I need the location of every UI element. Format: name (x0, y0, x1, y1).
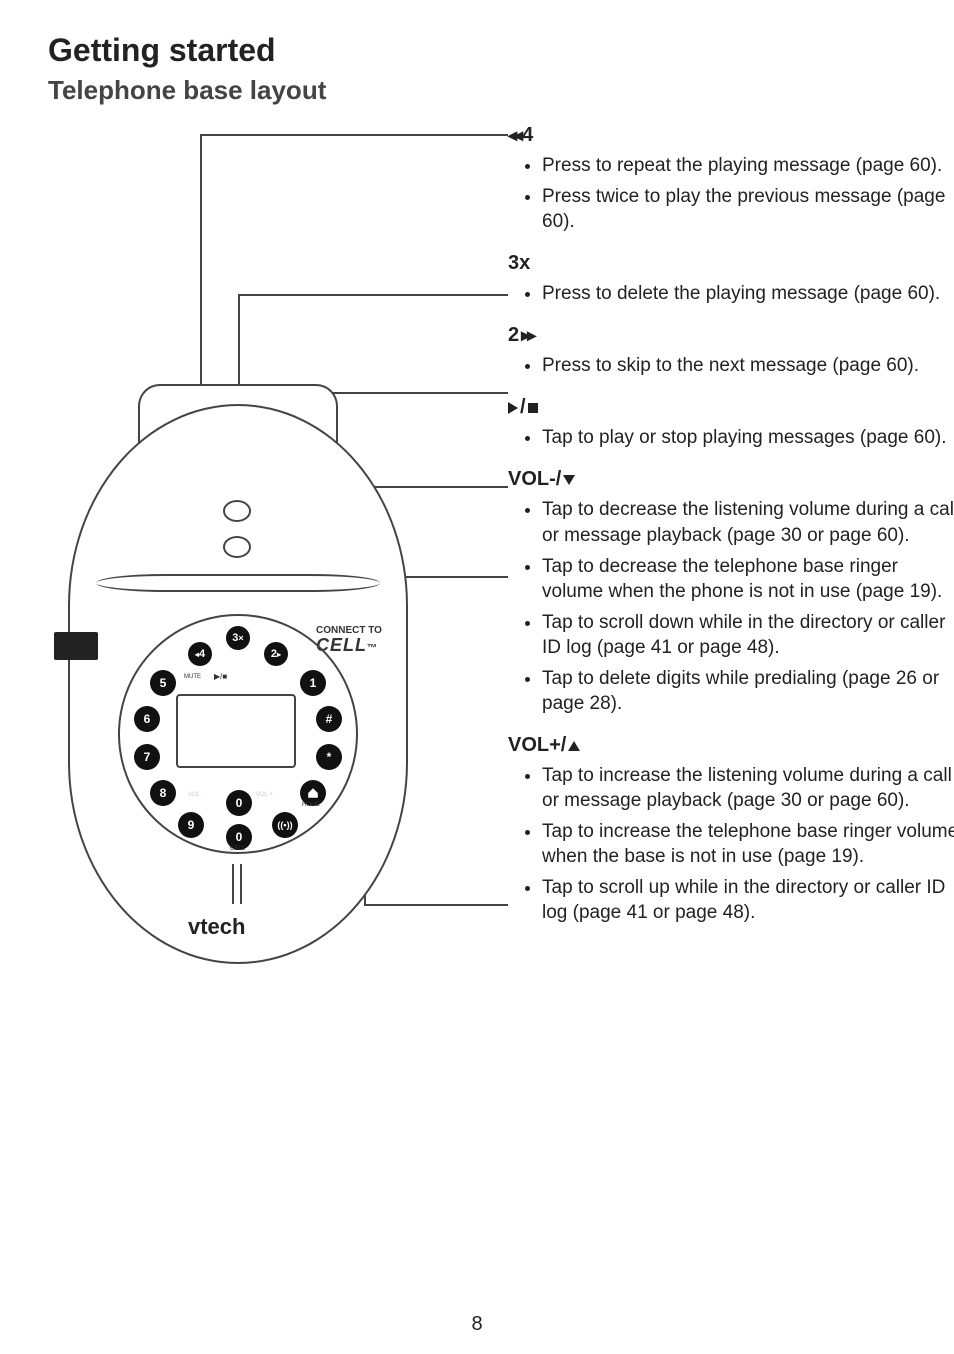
key-star: * (316, 744, 342, 770)
callout-skip: 2▸▸ Press to skip to the next message (p… (508, 324, 954, 378)
callout-label: / (508, 396, 954, 419)
callout-list: Tap to decrease the listening volume dur… (508, 497, 954, 716)
mute-label: MUTE (184, 674, 201, 680)
tm-text: ™ (367, 643, 377, 654)
triangle-up-icon (568, 741, 580, 751)
label-text: 2 (508, 324, 519, 347)
list-item: Tap to play or stop playing messages (pa… (542, 425, 954, 450)
callout-list: Press to delete the playing message (pag… (508, 281, 954, 306)
hinge-icon (223, 500, 251, 522)
key-8: 8 (150, 780, 176, 806)
connect-to-cell-label: CONNECT TO CELL™ (316, 626, 382, 654)
key-5: 5 (150, 670, 176, 696)
forward-icon: ▸▸ (521, 325, 533, 346)
key-2: 2▸ (264, 642, 288, 666)
key-0b: 0 (226, 790, 252, 816)
callout-list: Tap to increase the listening volume dur… (508, 763, 954, 925)
band-line (96, 574, 380, 592)
leader (200, 134, 508, 136)
page-heading: Getting started (48, 32, 906, 69)
callout-list: Press to skip to the next message (page … (508, 353, 954, 378)
key-3x: 3× (226, 626, 250, 650)
stand-stem (232, 864, 242, 904)
label-text: VOL-/ (508, 468, 561, 491)
telephone-base-diagram: CONNECT TO CELL™ ◂4 3× 2▸ 5 1 6 # 7 * 8 … (48, 404, 428, 1004)
leader (238, 294, 508, 296)
callout-delete: 3x Press to delete the playing message (… (508, 252, 954, 306)
list-item: Tap to decrease the telephone base ringe… (542, 554, 954, 604)
callouts-column: ◂◂4 Press to repeat the playing message … (508, 124, 954, 944)
callout-label: VOL+/ (508, 734, 954, 757)
callout-playstop: / Tap to play or stop playing messages (… (508, 396, 954, 450)
list-item: Press to skip to the next message (page … (542, 353, 954, 378)
vol-plus-label: VOL + (256, 792, 273, 798)
key-4: ◂4 (188, 642, 212, 666)
lcd-screen (176, 694, 296, 768)
callout-list: Press to repeat the playing message (pag… (508, 153, 954, 234)
triangle-down-icon (563, 475, 575, 485)
energy-star-badge (54, 632, 98, 660)
callout-list: Tap to play or stop playing messages (pa… (508, 425, 954, 450)
page-subheading: Telephone base layout (48, 75, 906, 106)
list-item: Tap to decrease the listening volume dur… (542, 497, 954, 547)
list-item: Tap to scroll down while in the director… (542, 610, 954, 660)
key-1: 1 (300, 670, 326, 696)
slash: / (520, 396, 526, 419)
callout-rewind: ◂◂4 Press to repeat the playing message … (508, 124, 954, 234)
list-item: Tap to delete digits while predialing (p… (542, 666, 954, 716)
list-item: Press twice to play the previous message… (542, 184, 954, 234)
callout-label: VOL-/ (508, 468, 954, 491)
list-item: Tap to increase the telephone base ringe… (542, 819, 954, 869)
cell-tiny-label: CELL (230, 846, 245, 852)
callout-label: 2▸▸ (508, 324, 954, 347)
home-tiny-label: HOME (302, 802, 320, 808)
list-item: Press to repeat the playing message (pag… (542, 153, 954, 178)
key-7: 7 (134, 744, 160, 770)
callout-label: ◂◂4 (508, 124, 954, 147)
vtech-logo: vtech (188, 914, 245, 940)
stop-icon (528, 403, 538, 413)
page-number: 8 (0, 1313, 954, 1336)
hinge-icon (223, 536, 251, 558)
label-text: 3x (508, 252, 530, 275)
play-stop-icon: ▶/■ (214, 672, 227, 681)
label-text: VOL+/ (508, 734, 566, 757)
key-9: 9 (178, 812, 204, 838)
key-6: 6 (134, 706, 160, 732)
content-area: CONNECT TO CELL™ ◂4 3× 2▸ 5 1 6 # 7 * 8 … (48, 124, 906, 1224)
label-text: 4 (522, 124, 533, 147)
list-item: Tap to scroll up while in the directory … (542, 875, 954, 925)
list-item: Press to delete the playing message (pag… (542, 281, 954, 306)
rewind-icon: ◂◂ (508, 125, 520, 146)
callout-vol-up: VOL+/ Tap to increase the listening volu… (508, 734, 954, 925)
list-item: Tap to increase the listening volume dur… (542, 763, 954, 813)
callout-vol-down: VOL-/ Tap to decrease the listening volu… (508, 468, 954, 716)
play-icon (508, 402, 518, 414)
key-hash: # (316, 706, 342, 732)
key-cell-icon: ((•)) (272, 812, 298, 838)
vol-minus-label: VOL - (188, 792, 203, 798)
callout-label: 3x (508, 252, 954, 275)
